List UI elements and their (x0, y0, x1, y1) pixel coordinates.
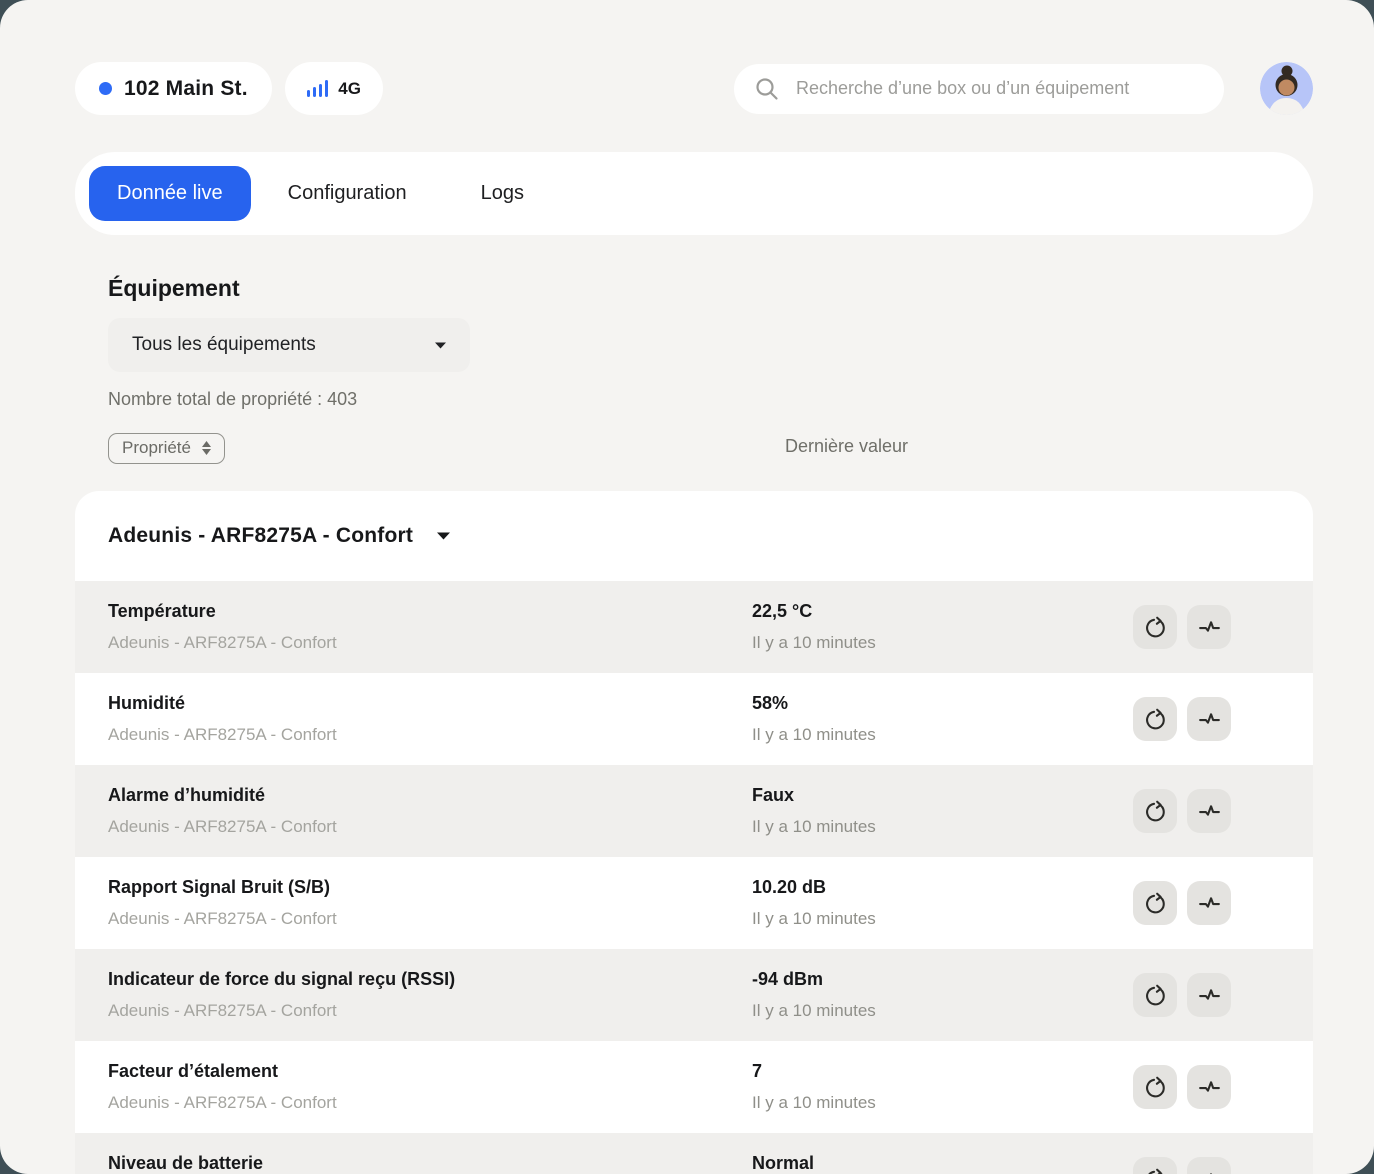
avatar[interactable] (1260, 62, 1313, 115)
refresh-icon (1143, 983, 1168, 1008)
pulse-wave-icon (1197, 615, 1222, 640)
property-value: 58% (752, 693, 789, 713)
property-name: Facteur d’étalement (108, 1061, 279, 1081)
property-name: Rapport Signal Bruit (S/B) (108, 877, 330, 897)
table-row: Indicateur de force du signal reçu (RSSI… (75, 949, 1313, 1041)
refresh-button[interactable] (1133, 1157, 1177, 1174)
tab-donnee-live[interactable]: Donnée live (89, 166, 251, 221)
property-time: Il y a 10 minutes (752, 725, 876, 744)
refresh-icon (1143, 891, 1168, 916)
table-row: Humidité Adeunis - ARF8275A - Confort 58… (75, 673, 1313, 765)
device-card: Adeunis - ARF8275A - Confort Température… (75, 491, 1313, 1174)
refresh-button[interactable] (1133, 1065, 1177, 1109)
search-input[interactable] (796, 78, 1204, 99)
refresh-icon (1143, 707, 1168, 732)
device-card-header[interactable]: Adeunis - ARF8275A - Confort (75, 491, 1313, 581)
search-box[interactable] (734, 63, 1224, 114)
refresh-button[interactable] (1133, 973, 1177, 1017)
history-chart-button[interactable] (1187, 881, 1231, 925)
property-value: Normal (752, 1153, 815, 1173)
property-name: Niveau de batterie (108, 1153, 264, 1173)
location-pill[interactable]: 102 Main St. (75, 62, 272, 115)
history-chart-button[interactable] (1187, 605, 1231, 649)
history-chart-button[interactable] (1187, 973, 1231, 1017)
pulse-wave-icon (1197, 799, 1222, 824)
property-value: 7 (752, 1061, 763, 1081)
top-bar: 102 Main St. 4G (75, 0, 1313, 115)
property-value: -94 dBm (752, 969, 824, 989)
equipment-select-value: Tous les équipements (132, 334, 316, 355)
refresh-button[interactable] (1133, 881, 1177, 925)
refresh-button[interactable] (1133, 789, 1177, 833)
table-row: Alarme d’humidité Adeunis - ARF8275A - C… (75, 765, 1313, 857)
history-chart-button[interactable] (1187, 1157, 1231, 1174)
signal-bars-icon (306, 80, 329, 97)
network-label: 4G (338, 78, 361, 98)
property-device: Adeunis - ARF8275A - Confort (108, 817, 337, 836)
table-row: Rapport Signal Bruit (S/B) Adeunis - ARF… (75, 857, 1313, 949)
property-time: Il y a 10 minutes (752, 1093, 876, 1112)
total-properties-label: Nombre total de propriété : 403 (108, 389, 358, 409)
property-name: Humidité (108, 693, 186, 713)
property-value: Faux (752, 785, 795, 805)
property-list: Température Adeunis - ARF8275A - Confort… (75, 581, 1313, 1174)
sort-property-button[interactable]: Propriété (108, 432, 225, 464)
property-time: Il y a 10 minutes (752, 1001, 876, 1020)
table-row: Niveau de batterie Adeunis - ARF8275A - … (75, 1133, 1313, 1174)
refresh-icon (1143, 615, 1168, 640)
refresh-icon (1143, 1167, 1168, 1174)
property-value: 22,5 °C (752, 601, 813, 621)
search-icon (754, 76, 780, 102)
network-pill[interactable]: 4G (284, 62, 383, 115)
pulse-wave-icon (1197, 983, 1222, 1008)
equipment-select[interactable]: Tous les équipements (108, 318, 470, 372)
caret-down-icon (437, 527, 451, 545)
property-device: Adeunis - ARF8275A - Confort (108, 909, 337, 928)
status-dot-icon (99, 82, 112, 95)
refresh-button[interactable] (1133, 697, 1177, 741)
table-row: Facteur d’étalement Adeunis - ARF8275A -… (75, 1041, 1313, 1133)
location-label: 102 Main St. (124, 76, 248, 100)
property-device: Adeunis - ARF8275A - Confort (108, 1093, 337, 1112)
pulse-wave-icon (1197, 891, 1222, 916)
property-time: Il y a 10 minutes (752, 817, 876, 836)
list-controls: Propriété Dernière valeur (108, 432, 1313, 464)
device-card-title: Adeunis - ARF8275A - Confort (108, 524, 414, 547)
last-value-column-label: Dernière valeur (785, 436, 909, 456)
property-device: Adeunis - ARF8275A - Confort (108, 1001, 337, 1020)
pulse-wave-icon (1197, 1167, 1222, 1174)
caret-down-icon (435, 336, 446, 354)
property-device: Adeunis - ARF8275A - Confort (108, 633, 337, 652)
tab-configuration[interactable]: Configuration (251, 166, 444, 221)
property-value: 10.20 dB (752, 877, 827, 897)
sort-property-label: Propriété (122, 438, 191, 457)
tab-bar: Donnée live Configuration Logs (75, 152, 1313, 235)
history-chart-button[interactable] (1187, 789, 1231, 833)
refresh-icon (1143, 1075, 1168, 1100)
property-name: Indicateur de force du signal reçu (RSSI… (108, 969, 456, 989)
refresh-icon (1143, 799, 1168, 824)
equipment-heading: Équipement (108, 275, 240, 301)
pulse-wave-icon (1197, 1075, 1222, 1100)
property-time: Il y a 10 minutes (752, 909, 876, 928)
property-name: Alarme d’humidité (108, 785, 266, 805)
property-device: Adeunis - ARF8275A - Confort (108, 725, 337, 744)
refresh-button[interactable] (1133, 605, 1177, 649)
property-name: Température (108, 601, 216, 621)
pulse-wave-icon (1197, 707, 1222, 732)
property-time: Il y a 10 minutes (752, 633, 876, 652)
table-row: Température Adeunis - ARF8275A - Confort… (75, 581, 1313, 673)
history-chart-button[interactable] (1187, 697, 1231, 741)
tab-logs[interactable]: Logs (444, 166, 561, 221)
sort-icon (201, 441, 211, 455)
history-chart-button[interactable] (1187, 1065, 1231, 1109)
